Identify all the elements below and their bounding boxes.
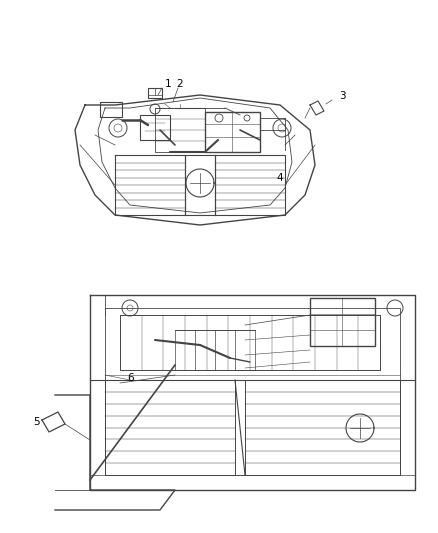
Text: 4: 4 bbox=[277, 173, 283, 183]
Text: 3: 3 bbox=[339, 91, 345, 101]
Bar bbox=[140, 115, 170, 140]
Text: 1: 1 bbox=[165, 79, 171, 89]
Bar bbox=[310, 298, 375, 346]
Text: 2: 2 bbox=[177, 79, 184, 89]
Bar bbox=[148, 88, 162, 98]
Text: 5: 5 bbox=[33, 417, 39, 427]
Bar bbox=[205, 112, 260, 152]
Text: 6: 6 bbox=[128, 373, 134, 383]
Bar bbox=[100, 102, 122, 117]
